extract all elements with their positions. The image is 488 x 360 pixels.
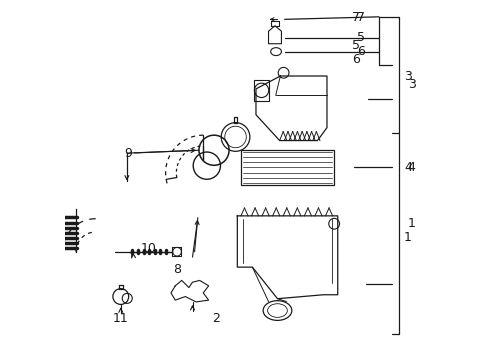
Text: 1: 1 bbox=[407, 216, 415, 230]
Text: 11: 11 bbox=[113, 311, 128, 325]
Text: 4: 4 bbox=[403, 161, 411, 174]
Text: 9: 9 bbox=[124, 147, 132, 159]
Text: 7: 7 bbox=[357, 12, 365, 24]
Text: 6: 6 bbox=[357, 45, 365, 58]
Text: 3: 3 bbox=[407, 78, 415, 91]
Text: 3: 3 bbox=[403, 69, 411, 82]
Text: 8: 8 bbox=[172, 263, 181, 276]
Text: 6: 6 bbox=[351, 53, 359, 66]
Text: 1: 1 bbox=[403, 231, 411, 244]
Text: 10: 10 bbox=[140, 242, 156, 255]
Text: 4: 4 bbox=[407, 161, 415, 174]
Bar bbox=[254, 80, 268, 101]
Text: 7: 7 bbox=[351, 12, 359, 24]
Bar bbox=[171, 247, 180, 256]
Bar bbox=[241, 149, 333, 185]
Text: 5: 5 bbox=[357, 31, 365, 45]
Text: 5: 5 bbox=[351, 39, 359, 52]
Text: 2: 2 bbox=[212, 311, 220, 325]
